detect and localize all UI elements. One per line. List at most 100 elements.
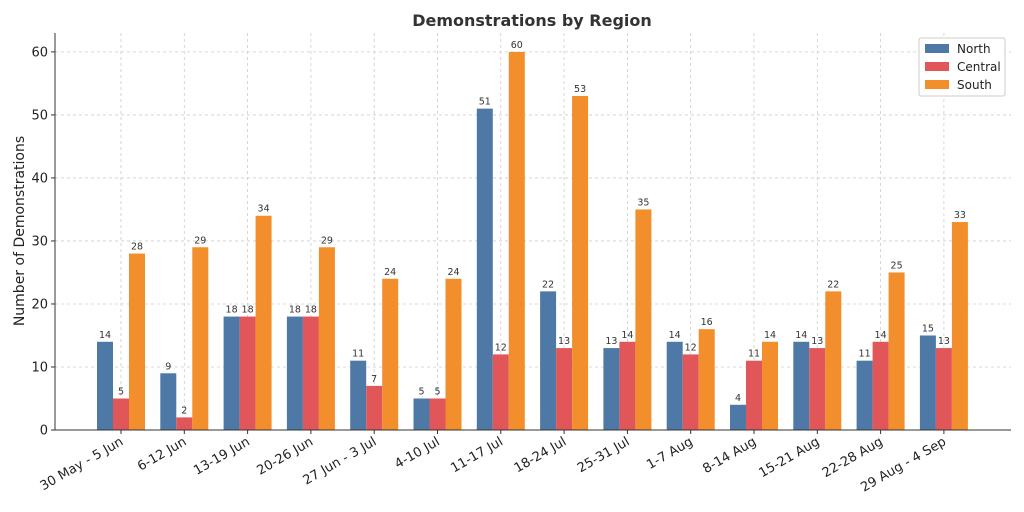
data-label: 5 — [118, 386, 124, 397]
bar-central — [302, 316, 319, 430]
bar-central — [366, 385, 383, 430]
x-tick-label: 4-10 Jul — [392, 434, 442, 472]
bar-south — [129, 253, 145, 430]
data-label: 18 — [242, 305, 254, 316]
bar-central — [556, 348, 573, 430]
data-label: 14 — [99, 330, 111, 341]
data-label: 12 — [495, 342, 507, 353]
data-label: 18 — [226, 305, 238, 316]
y-tick-label: 40 — [31, 171, 48, 186]
bar-central — [176, 417, 193, 430]
bar-south — [192, 247, 209, 430]
data-label: 11 — [748, 349, 760, 360]
bar-central — [809, 348, 826, 430]
data-label: 11 — [859, 349, 871, 360]
data-label: 29 — [321, 235, 333, 246]
data-label: 35 — [637, 197, 649, 208]
bar-south — [888, 272, 905, 430]
bar-north — [223, 316, 240, 430]
bar-central — [239, 316, 256, 430]
bar-north — [540, 291, 557, 430]
data-label: 11 — [352, 349, 364, 360]
axes-layer — [54, 33, 1011, 431]
x-tick-label: 8-14 Aug — [700, 434, 759, 477]
data-label: 14 — [669, 330, 681, 341]
bar-south — [825, 291, 842, 430]
data-label: 14 — [764, 330, 776, 341]
y-tick-label: 60 — [31, 45, 48, 60]
data-label: 18 — [289, 305, 301, 316]
legend-label-central: Central — [957, 60, 1001, 74]
data-label: 60 — [511, 40, 523, 51]
data-label: 22 — [827, 279, 839, 290]
x-tick-label: 13-19 Jun — [191, 434, 252, 478]
data-label: 5 — [434, 386, 440, 397]
bar-north — [793, 341, 810, 430]
data-label: 14 — [875, 330, 887, 341]
x-tick-label: 25-31 Jul — [575, 434, 632, 476]
bar-central — [113, 398, 129, 430]
data-label: 2 — [181, 405, 187, 416]
bar-north — [286, 316, 303, 430]
y-tick-label: 10 — [31, 360, 48, 375]
data-label: 28 — [131, 242, 143, 253]
bar-north — [160, 373, 177, 430]
data-label: 29 — [194, 235, 206, 246]
bar-south — [255, 215, 272, 430]
data-labels-layer: 14 9 18 18 11 5 51 22 13 14 4 14 11 15 5 2 18 18 7 5 12 13 14 1… — [99, 40, 966, 416]
data-label: 13 — [938, 336, 950, 347]
x-tick-label: 6-12 Jun — [135, 434, 189, 474]
bar-north — [97, 341, 113, 430]
data-label: 5 — [418, 386, 424, 397]
y-tick-label: 0 — [40, 424, 48, 439]
data-label: 13 — [605, 336, 617, 347]
data-label: 14 — [795, 330, 807, 341]
bar-central — [935, 348, 952, 430]
x-tick-label: 11-17 Jul — [448, 434, 505, 476]
chart-title: Demonstrations by Region — [412, 11, 652, 30]
data-label: 16 — [701, 317, 713, 328]
data-label: 22 — [542, 279, 554, 290]
bar-central — [492, 354, 509, 430]
bar-south — [445, 278, 462, 430]
x-tick-label: 15-21 Aug — [757, 434, 823, 481]
bars-layer — [97, 51, 968, 431]
legend-label-south: South — [957, 78, 992, 92]
bar-north — [666, 341, 683, 430]
bar-north — [856, 360, 873, 430]
bar-central — [746, 360, 762, 430]
bar-south — [762, 341, 778, 430]
bar-south — [508, 51, 525, 431]
y-tick-label: 50 — [31, 108, 48, 123]
y-tick-label: 30 — [31, 234, 48, 249]
bar-central — [872, 341, 889, 430]
legend-swatch-central — [925, 62, 949, 71]
data-label: 13 — [811, 336, 823, 347]
bar-central — [429, 398, 446, 430]
bar-south — [698, 329, 715, 430]
x-tick-label: 30 May - 5 Jun — [38, 434, 126, 494]
bar-central — [619, 341, 636, 430]
bar-south — [635, 209, 652, 430]
bar-south — [382, 278, 399, 430]
data-label: 9 — [165, 361, 171, 372]
bar-south — [572, 96, 589, 431]
data-label: 13 — [558, 336, 570, 347]
bar-north — [350, 360, 367, 430]
bar-north — [919, 335, 936, 430]
data-label: 4 — [735, 393, 741, 404]
data-label: 34 — [258, 204, 270, 215]
data-label: 14 — [621, 330, 633, 341]
bar-north — [413, 398, 430, 430]
bar-north — [476, 108, 493, 430]
bar-north — [730, 404, 746, 430]
data-label: 33 — [954, 210, 966, 221]
bar-north — [603, 348, 620, 430]
bar-south — [951, 222, 968, 430]
y-tick-label: 20 — [31, 297, 48, 312]
bar-south — [318, 247, 335, 430]
data-label: 53 — [574, 84, 586, 95]
y-axis-label: Number of Demonstrations — [12, 136, 28, 326]
